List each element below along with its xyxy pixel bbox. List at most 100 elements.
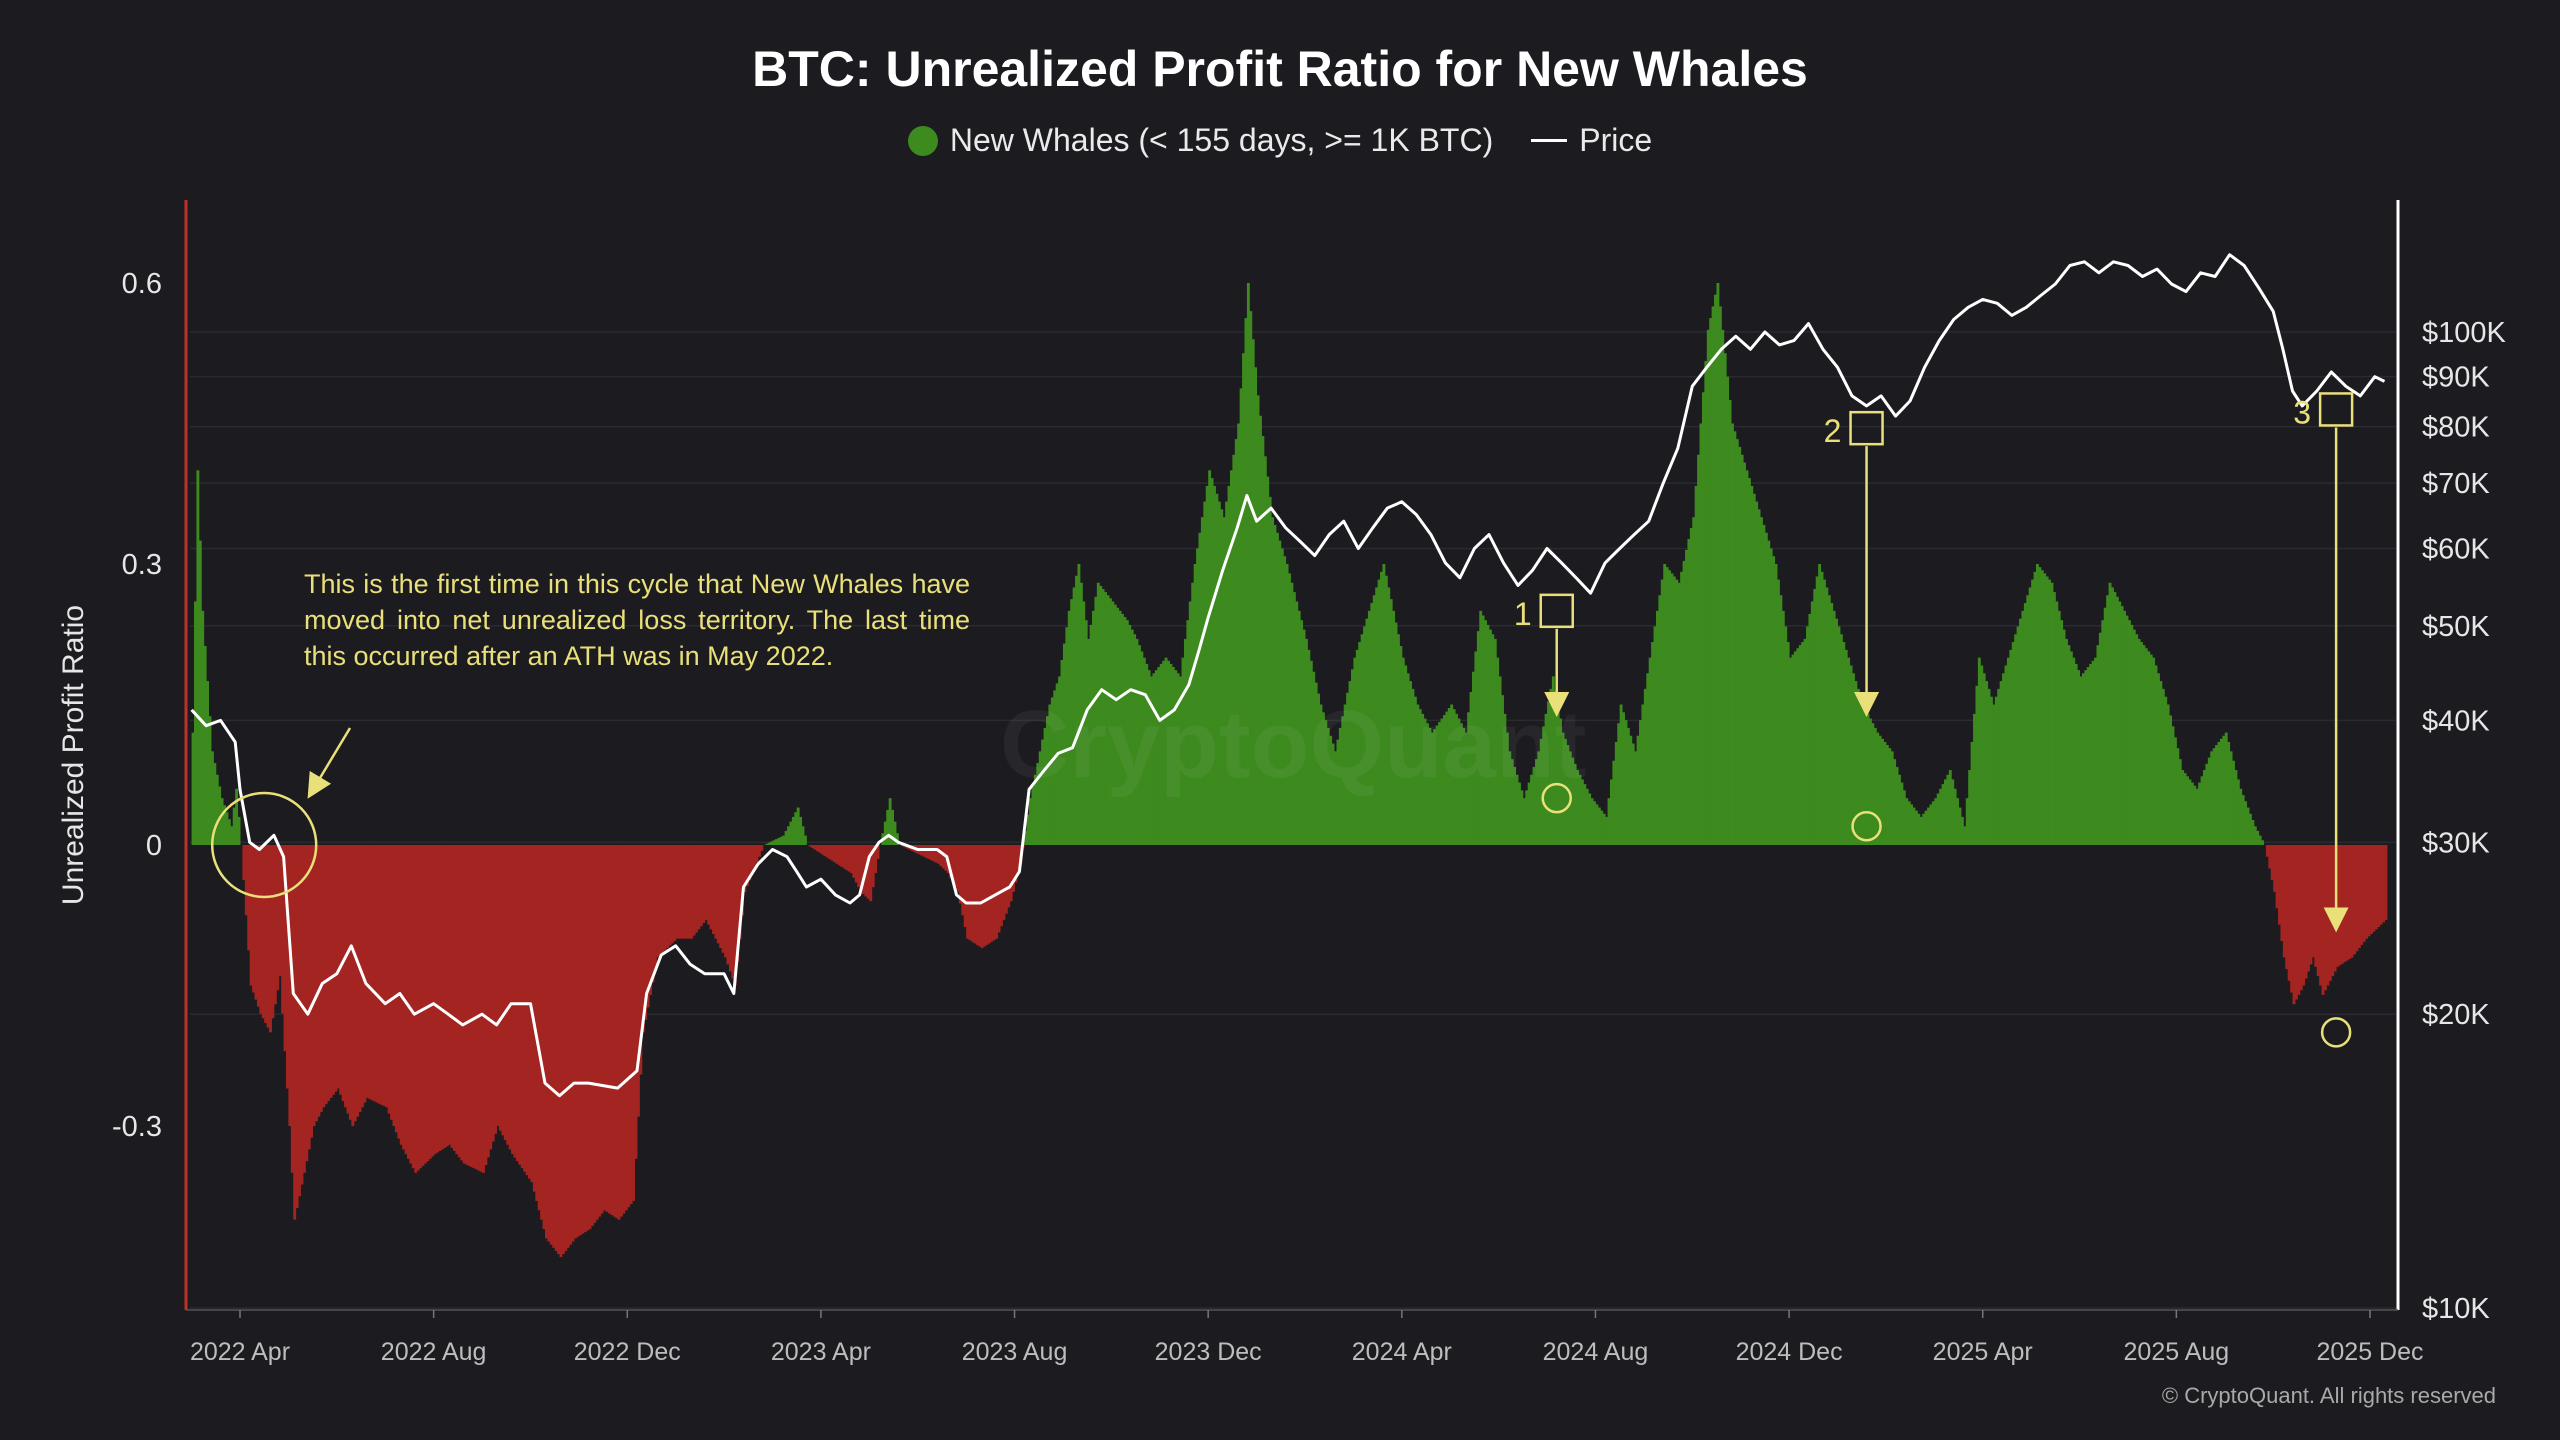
bar-positive — [2227, 741, 2231, 845]
bar-negative — [2294, 845, 2298, 1000]
bar-positive — [1830, 603, 1834, 845]
bar-negative — [937, 845, 940, 864]
bar-positive — [1735, 439, 1739, 845]
bar-negative — [2355, 845, 2359, 952]
bar-positive — [1820, 571, 1824, 845]
bar-positive — [2205, 763, 2209, 845]
bar-negative — [324, 845, 328, 1105]
bar-positive — [1365, 618, 1369, 845]
bar-positive — [1181, 657, 1185, 845]
bar-negative — [622, 845, 626, 1214]
bar-negative — [2282, 845, 2286, 958]
bar-positive — [1399, 645, 1403, 845]
x-tick-label: 2024 Aug — [1543, 1338, 1649, 1366]
bar-positive — [1244, 318, 1248, 845]
bar-negative — [249, 845, 253, 986]
bar-negative — [980, 845, 984, 949]
bar-positive — [1229, 470, 1233, 845]
bar-negative — [714, 845, 718, 939]
bar-negative — [661, 845, 665, 953]
bar-positive — [1634, 751, 1638, 845]
bar-positive — [1694, 485, 1698, 845]
bar-negative — [934, 845, 938, 863]
chart-title: BTC: Unrealized Profit Ratio for New Wha… — [752, 41, 1808, 97]
bar-positive — [1312, 671, 1316, 845]
marker-box — [1849, 410, 1884, 446]
bar-negative — [537, 845, 541, 1211]
bar-positive — [1111, 601, 1115, 845]
bar-negative — [523, 845, 527, 1172]
bar-positive — [1263, 456, 1267, 845]
bar-positive — [2065, 638, 2068, 845]
bar-positive — [1612, 760, 1616, 845]
bar-positive — [1905, 798, 1909, 845]
bar-positive — [218, 786, 222, 845]
bar-positive — [1534, 759, 1538, 845]
bar-negative — [300, 845, 304, 1185]
bar-positive — [1651, 642, 1655, 845]
bar-positive — [2016, 626, 2020, 845]
bar-positive — [1048, 704, 1052, 845]
bar-positive — [2052, 592, 2056, 845]
bar-positive — [1435, 725, 1439, 845]
bar-positive — [1520, 790, 1524, 845]
bar-negative — [731, 845, 735, 979]
bar-positive — [2096, 645, 2100, 845]
bar-positive — [1150, 676, 1153, 845]
bar-negative — [983, 845, 986, 947]
bar-negative — [620, 845, 623, 1217]
bar-positive — [1784, 626, 1788, 845]
bar-negative — [317, 845, 321, 1117]
bar-positive — [1987, 688, 1991, 845]
bar-positive — [1813, 588, 1817, 845]
legend-item-new-whales[interactable]: New Whales (< 155 days, >= 1K BTC) — [907, 122, 1494, 159]
bar-positive — [2198, 782, 2202, 845]
bar-negative — [820, 845, 824, 855]
bar-negative — [457, 845, 461, 1158]
bar-positive — [1360, 634, 1364, 845]
bar-positive — [1321, 712, 1325, 845]
bar-positive — [1171, 667, 1175, 845]
bar-negative — [540, 845, 544, 1220]
legend-item-price[interactable]: Price — [1531, 122, 1652, 159]
bar-negative — [634, 845, 638, 1159]
bar-positive — [1418, 709, 1422, 845]
bar-positive — [1668, 570, 1671, 845]
bar-positive — [1130, 629, 1134, 845]
bar-negative — [465, 845, 469, 1165]
bar-negative — [298, 845, 301, 1197]
x-tick-label: 2023 Dec — [1155, 1338, 1262, 1366]
bar-positive — [1803, 638, 1807, 845]
bar-negative — [319, 845, 323, 1112]
bar-positive — [883, 821, 887, 845]
bar-negative — [365, 845, 369, 1098]
bar-negative — [680, 845, 684, 939]
bar-negative — [1009, 845, 1013, 902]
bar-positive — [1593, 801, 1596, 845]
new-whales-series — [191, 283, 2388, 1258]
bar-positive — [1844, 649, 1848, 845]
bar-positive — [1382, 564, 1386, 845]
bar-positive — [1849, 665, 1853, 845]
bar-positive — [1307, 649, 1311, 845]
bar-positive — [1227, 485, 1231, 845]
bar-positive — [1576, 770, 1579, 845]
bar-positive — [1459, 723, 1463, 845]
bar-negative — [673, 845, 677, 942]
bar-positive — [1793, 651, 1797, 845]
bar-negative — [288, 845, 292, 1126]
legend-label-new-whales: New Whales (< 155 days, >= 1K BTC) — [949, 122, 1494, 158]
bar-positive — [1377, 579, 1381, 845]
bar-positive — [1043, 727, 1047, 845]
bar-positive — [1292, 592, 1296, 845]
bar-negative — [2268, 845, 2272, 869]
bar-positive — [1602, 813, 1606, 845]
bar-positive — [1975, 685, 1979, 845]
bar-positive — [1789, 657, 1792, 845]
bar-negative — [2374, 845, 2378, 930]
bar-negative — [612, 845, 616, 1217]
bar-positive — [2234, 770, 2238, 845]
bar-negative — [932, 845, 936, 862]
bar-positive — [2057, 610, 2061, 845]
bar-positive — [2084, 670, 2088, 845]
